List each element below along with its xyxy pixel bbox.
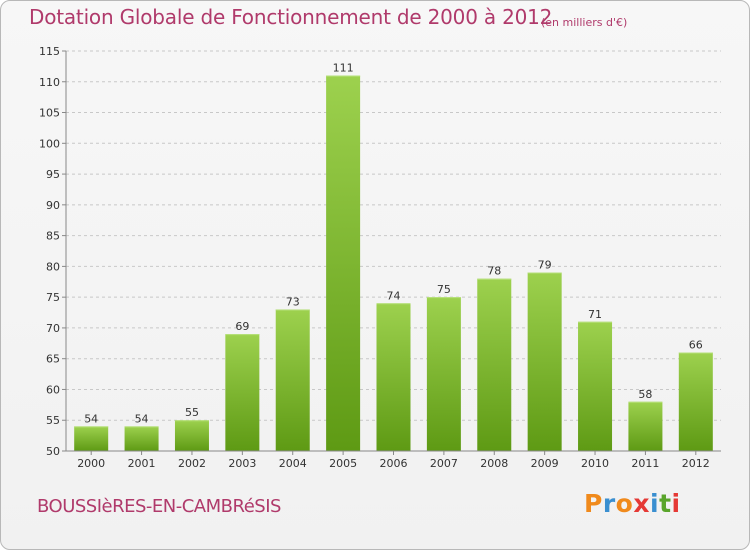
y-tick-label: 80: [46, 260, 60, 273]
y-tick-label: 85: [46, 230, 60, 243]
logo-letter: i: [650, 489, 660, 518]
bar: [628, 401, 663, 451]
bar: [225, 334, 260, 451]
x-tick-label: 2010: [581, 457, 609, 470]
y-tick-label: 65: [46, 353, 60, 366]
y-tick-label: 70: [46, 322, 60, 335]
logo-letter: o: [615, 489, 634, 518]
y-tick-label: 75: [46, 291, 60, 304]
bar: [376, 303, 411, 451]
bar: [275, 309, 310, 451]
data-label: 75: [437, 283, 451, 296]
x-tick-label: 2005: [329, 457, 357, 470]
y-tick-label: 50: [46, 445, 60, 458]
y-tick-label: 105: [39, 107, 60, 120]
data-label: 73: [286, 295, 300, 308]
bar: [74, 426, 109, 451]
bar: [124, 426, 159, 451]
logo-letter: i: [671, 489, 681, 518]
y-tick-label: 110: [39, 76, 60, 89]
data-label: 78: [487, 265, 501, 278]
x-tick-label: 2006: [380, 457, 408, 470]
data-label: 54: [84, 412, 98, 425]
logo-letter: r: [602, 489, 616, 518]
data-label: 71: [588, 308, 602, 321]
chart-title: Dotation Globale de Fonctionnement de 20…: [29, 5, 553, 29]
x-tick-label: 2004: [279, 457, 307, 470]
logo-letter: P: [584, 489, 603, 518]
x-tick-label: 2000: [77, 457, 105, 470]
labels: 50 55 60 65 70 75 80 85 90 95 100 105 110 115 54 2000 54…: [39, 45, 710, 470]
x-tick-label: 2001: [128, 457, 156, 470]
chart-subtitle: (en milliers d'€): [541, 16, 628, 29]
logo-letter: x: [633, 489, 650, 518]
bar: [426, 297, 461, 451]
data-label: 54: [135, 412, 149, 425]
bar: [326, 75, 361, 451]
y-tick-label: 55: [46, 414, 60, 427]
x-tick-label: 2012: [682, 457, 710, 470]
x-tick-label: 2008: [480, 457, 508, 470]
data-label: 66: [689, 339, 703, 352]
bar: [477, 278, 512, 451]
data-label: 111: [333, 62, 354, 75]
municipality-name: BOUSSIèRES-EN-CAMBRéSIS: [37, 496, 281, 517]
y-tick-label: 95: [46, 168, 60, 181]
x-tick-label: 2007: [430, 457, 458, 470]
x-tick-label: 2011: [631, 457, 659, 470]
data-label: 55: [185, 406, 199, 419]
axes: [62, 50, 721, 455]
bar: [578, 321, 613, 451]
y-tick-label: 100: [39, 137, 60, 150]
bars: [74, 75, 713, 451]
y-tick-label: 90: [46, 199, 60, 212]
y-tick-label: 60: [46, 383, 60, 396]
data-label: 74: [387, 289, 401, 302]
bar: [527, 272, 562, 451]
y-tick-label: 115: [39, 45, 60, 58]
bar: [174, 420, 209, 451]
data-label: 69: [235, 320, 249, 333]
x-tick-label: 2009: [531, 457, 559, 470]
bar: [678, 352, 713, 451]
x-tick-label: 2003: [228, 457, 256, 470]
x-tick-label: 2002: [178, 457, 206, 470]
data-label: 79: [538, 259, 552, 272]
logo-letter: t: [659, 489, 672, 518]
data-label: 58: [638, 388, 652, 401]
proxiti-logo: Proxiti: [584, 489, 681, 518]
